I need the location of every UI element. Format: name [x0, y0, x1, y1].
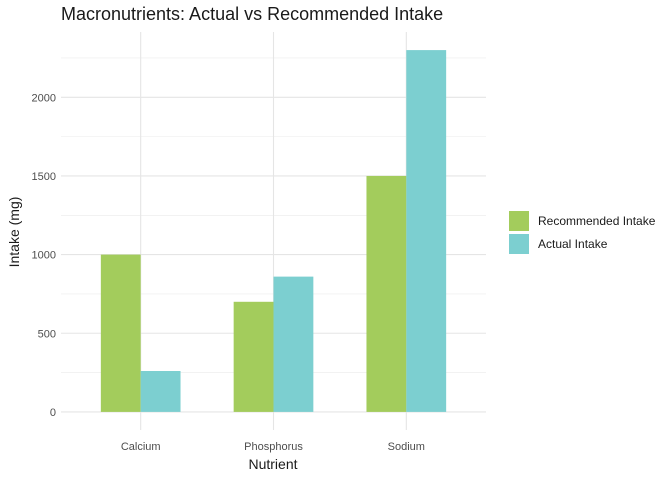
chart-title: Macronutrients: Actual vs Recommended In… — [61, 4, 444, 24]
legend-label: Actual Intake — [538, 237, 608, 251]
x-tick-label: Sodium — [388, 441, 425, 453]
x-axis-title: Nutrient — [248, 456, 297, 472]
bars — [100, 50, 447, 412]
y-axis-ticks: 0 500 1000 1500 2000 — [32, 92, 56, 419]
legend-key — [509, 234, 529, 254]
bar-sodium-recommended-intake — [366, 175, 407, 412]
bar-calcium-actual-intake — [140, 371, 181, 412]
bar-sodium-actual-intake — [406, 50, 447, 412]
legend-label: Recommended Intake — [538, 214, 656, 228]
y-tick-label: 2000 — [32, 92, 56, 104]
x-tick-label: Calcium — [121, 441, 161, 453]
y-tick-label: 0 — [50, 407, 56, 419]
bar-phosphorus-recommended-intake — [233, 301, 274, 412]
legend-key — [509, 211, 529, 231]
bar-phosphorus-actual-intake — [273, 276, 314, 412]
y-axis-title: Intake (mg) — [6, 197, 22, 268]
x-tick-label: Phosphorus — [244, 441, 303, 453]
x-axis-ticks: Calcium Phosphorus Sodium — [121, 441, 425, 453]
y-tick-label: 1000 — [32, 250, 56, 262]
bar-calcium-recommended-intake — [100, 254, 141, 412]
y-tick-label: 1500 — [32, 171, 56, 183]
y-tick-label: 500 — [38, 328, 56, 340]
legend: Recommended Intake Actual Intake — [509, 211, 656, 254]
